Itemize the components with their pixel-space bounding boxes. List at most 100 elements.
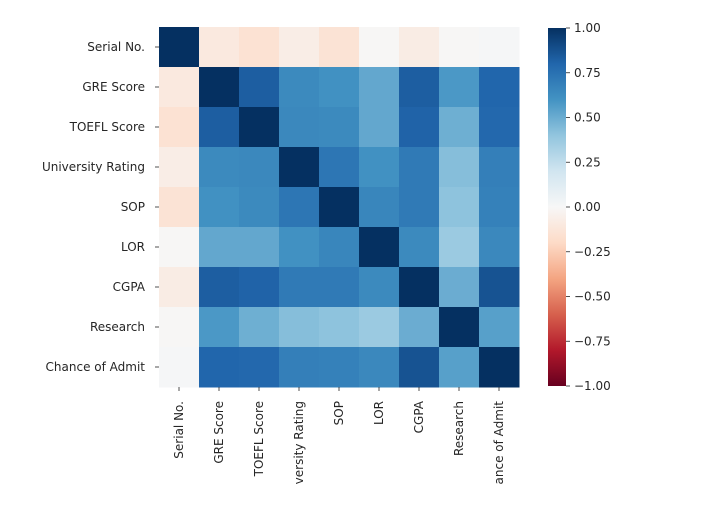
heatmap-cell-r8-c7 <box>439 347 480 388</box>
colorbar-tick-label: 0.25 <box>574 155 601 169</box>
heatmap-cell-r4-c1 <box>199 187 240 228</box>
heatmap-cell-r5-c1 <box>199 227 240 268</box>
heatmap-cell-r0-c8 <box>479 27 520 68</box>
colorbar-tick-labels: 1.00 0.75 0.50 0.25 0.00 −0.25 −0.50 −0.75 −1.00 <box>566 21 611 393</box>
heatmap-cell-r2-c6 <box>399 107 440 148</box>
heatmap-cell-r7-c1 <box>199 307 240 348</box>
heatmap-cell-r5-c3 <box>279 227 320 268</box>
heatmap-cell-r5-c4 <box>319 227 360 268</box>
heatmap-cell-r0-c3 <box>279 27 320 68</box>
heatmap-cell-r2-c0 <box>159 107 200 148</box>
heatmap-cell-r7-c7 <box>439 307 480 348</box>
heatmap-cell-r6-c1 <box>199 267 240 308</box>
heatmap-cell-r8-c6 <box>399 347 440 388</box>
heatmap-cell-r4-c4 <box>319 187 360 228</box>
heatmap-cell-r5-c8 <box>479 227 520 268</box>
heatmap-cell-r2-c2 <box>239 107 280 148</box>
heatmap-cell-r2-c5 <box>359 107 400 148</box>
heatmap-cell-r7-c5 <box>359 307 400 348</box>
heatmap-cell-r0-c5 <box>359 27 400 68</box>
heatmap-cell-r8-c8 <box>479 347 520 388</box>
x-tick-label: Serial No. <box>172 401 186 459</box>
heatmap-cell-r7-c4 <box>319 307 360 348</box>
x-tick-label: Research <box>452 401 466 456</box>
heatmap-cell-r4-c7 <box>439 187 480 228</box>
heatmap-cell-r3-c1 <box>199 147 240 188</box>
heatmap-cell-r2-c7 <box>439 107 480 148</box>
x-tick-label: ance of Admit <box>492 401 506 485</box>
heatmap-cell-r3-c0 <box>159 147 200 188</box>
heatmap-cell-r6-c8 <box>479 267 520 308</box>
heatmap-cell-r5-c6 <box>399 227 440 268</box>
heatmap-cell-r7-c2 <box>239 307 280 348</box>
colorbar-gradient <box>548 28 566 386</box>
heatmap-cell-r5-c5 <box>359 227 400 268</box>
heatmap-cell-r0-c7 <box>439 27 480 68</box>
heatmap-cell-r4-c0 <box>159 187 200 228</box>
heatmap-cell-r7-c0 <box>159 307 200 348</box>
heatmap-cell-r3-c3 <box>279 147 320 188</box>
heatmap-cell-r3-c2 <box>239 147 280 188</box>
x-tick-label: versity Rating <box>292 401 306 484</box>
heatmap-cell-r1-c4 <box>319 67 360 108</box>
heatmap-cell-r1-c0 <box>159 67 200 108</box>
x-tick-label: SOP <box>332 401 346 425</box>
heatmap-cell-r3-c7 <box>439 147 480 188</box>
colorbar-tick-label: 1.00 <box>574 21 601 35</box>
heatmap-cell-r6-c2 <box>239 267 280 308</box>
y-tick-label: GRE Score <box>82 80 145 94</box>
heatmap-cell-r5-c2 <box>239 227 280 268</box>
heatmap-cell-r3-c8 <box>479 147 520 188</box>
heatmap-cell-r2-c1 <box>199 107 240 148</box>
heatmap-cell-r7-c3 <box>279 307 320 348</box>
heatmap-cell-r8-c2 <box>239 347 280 388</box>
heatmap-cells <box>159 27 520 388</box>
heatmap-cell-r3-c5 <box>359 147 400 188</box>
y-tick-labels: Serial No. GRE Score TOEFL Score University… <box>42 40 159 374</box>
heatmap-cell-r4-c3 <box>279 187 320 228</box>
heatmap-cell-r6-c7 <box>439 267 480 308</box>
heatmap-cell-r6-c0 <box>159 267 200 308</box>
y-tick-label: University Rating <box>42 160 145 174</box>
y-tick-label: SOP <box>121 200 145 214</box>
colorbar-tick-label: −1.00 <box>574 379 611 393</box>
colorbar-tick-label: −0.75 <box>574 334 611 348</box>
heatmap-cell-r7-c8 <box>479 307 520 348</box>
heatmap-cell-r5-c7 <box>439 227 480 268</box>
heatmap-cell-r7-c6 <box>399 307 440 348</box>
heatmap-cell-r1-c8 <box>479 67 520 108</box>
colorbar-tick-label: −0.25 <box>574 245 611 259</box>
y-tick-label: CGPA <box>113 280 146 294</box>
heatmap-cell-r3-c6 <box>399 147 440 188</box>
colorbar <box>548 28 566 386</box>
heatmap-cell-r8-c5 <box>359 347 400 388</box>
heatmap-cell-r6-c3 <box>279 267 320 308</box>
heatmap-cell-r2-c8 <box>479 107 520 148</box>
heatmap-cell-r1-c1 <box>199 67 240 108</box>
colorbar-tick-label: −0.50 <box>574 290 611 304</box>
x-tick-label: TOEFL Score <box>252 401 266 477</box>
heatmap-cell-r5-c0 <box>159 227 200 268</box>
heatmap-cell-r8-c3 <box>279 347 320 388</box>
heatmap-cell-r6-c4 <box>319 267 360 308</box>
x-tick-label: CGPA <box>412 400 426 433</box>
heatmap-cell-r6-c5 <box>359 267 400 308</box>
heatmap-cell-r4-c5 <box>359 187 400 228</box>
heatmap-cell-r1-c5 <box>359 67 400 108</box>
heatmap-cell-r1-c7 <box>439 67 480 108</box>
x-tick-labels: Serial No. GRE Score TOEFL Score versity Ra… <box>172 387 506 484</box>
heatmap-cell-r8-c0 <box>159 347 200 388</box>
y-tick-label: Chance of Admit <box>46 360 146 374</box>
heatmap-cell-r0-c1 <box>199 27 240 68</box>
y-tick-label: Serial No. <box>87 40 145 54</box>
y-tick-label: Research <box>90 320 145 334</box>
heatmap-cell-r0-c6 <box>399 27 440 68</box>
colorbar-tick-label: 0.00 <box>574 200 601 214</box>
heatmap-cell-r2-c3 <box>279 107 320 148</box>
heatmap-cell-r6-c6 <box>399 267 440 308</box>
y-tick-label: TOEFL Score <box>69 120 145 134</box>
heatmap-cell-r4-c2 <box>239 187 280 228</box>
heatmap-cell-r1-c3 <box>279 67 320 108</box>
heatmap-cell-r4-c8 <box>479 187 520 228</box>
